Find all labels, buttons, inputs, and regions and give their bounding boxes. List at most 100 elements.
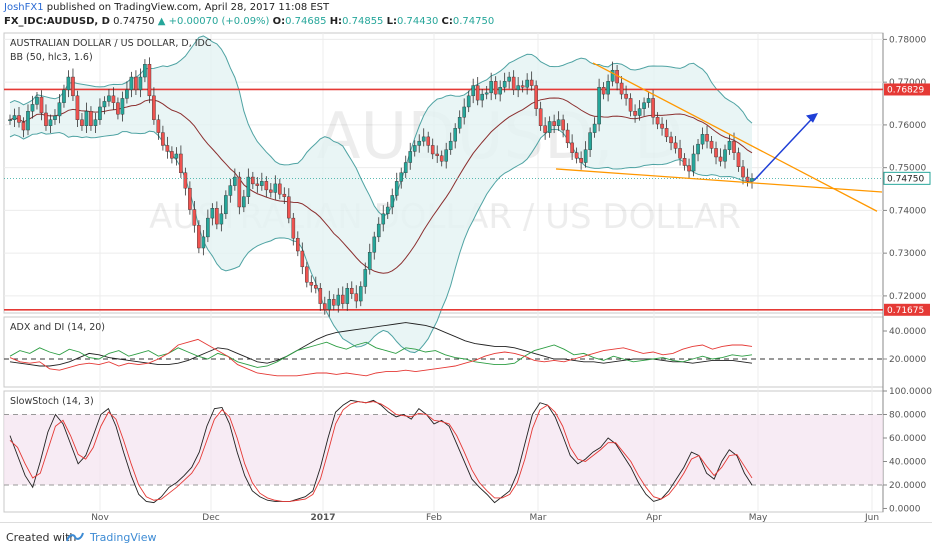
candle-body [120, 98, 125, 115]
stoch-y-tick-label: 0.0000 [889, 504, 921, 514]
level-tag-support [884, 303, 930, 316]
panel-frame [3, 316, 884, 388]
adx-series-line [9, 322, 753, 367]
stoch-band-fill [4, 414, 883, 485]
candle-body [156, 119, 161, 133]
author-link[interactable]: JoshFX1 [4, 2, 44, 13]
candle-body [210, 208, 215, 219]
candle-body [358, 286, 363, 302]
candle-body [417, 140, 422, 146]
candle-body [57, 102, 62, 117]
candle-body [269, 189, 273, 193]
candle-body [143, 64, 147, 78]
tradingview-brand-link[interactable]: TradingView [90, 531, 157, 544]
bb-indicator-label: BB (50, hlc3, 1.6) [10, 52, 93, 63]
candle-body [534, 85, 538, 109]
candle-body [624, 93, 628, 99]
candle-body [206, 217, 210, 238]
stoch-panel-title: SlowStoch (14, 3) [10, 396, 94, 407]
candle-body [628, 98, 633, 112]
last-price-tag [883, 171, 931, 185]
candle-body [152, 95, 156, 120]
stoch-series-line [9, 399, 753, 504]
level-tag-resistance [884, 83, 930, 96]
price-panel-title: AUSTRALIAN DOLLAR / US DOLLAR, D, IDC [10, 38, 212, 49]
upper-trendline [592, 62, 878, 212]
candle-body [242, 196, 246, 208]
candle-body [606, 81, 610, 95]
candle-body [255, 183, 260, 186]
candle-body [597, 87, 601, 125]
candle-body [260, 181, 264, 186]
adx-panel-title: ADX and DI (14, 20) [10, 322, 105, 333]
candle-body [66, 76, 71, 91]
last-price-tag-label: 0.74750 [887, 174, 924, 184]
stoch-y-tick-label: 60.0000 [889, 434, 926, 444]
candle-body [511, 76, 516, 91]
candle-body [525, 79, 529, 88]
candle-body [35, 96, 39, 105]
stoch-y-tick-label: 80.0000 [889, 410, 926, 420]
candle-body [619, 82, 624, 95]
candle-body [219, 213, 224, 225]
candle-body [633, 111, 637, 116]
candle-body [246, 176, 251, 197]
x-tick-label: Apr [646, 513, 662, 523]
candle-body [673, 142, 678, 149]
candle-body [363, 269, 368, 287]
candle-body [8, 119, 12, 121]
candle-body [592, 123, 597, 133]
candle-body [561, 119, 565, 131]
candle-body [282, 193, 287, 197]
candle-body [80, 119, 84, 126]
candle-body [62, 89, 66, 103]
candle-body [723, 149, 727, 162]
candle-body [116, 102, 120, 115]
y-tick-label: 0.74000 [889, 206, 926, 216]
lower-trendline [555, 168, 883, 193]
bollinger-lower [9, 128, 753, 354]
candle-body [421, 136, 426, 142]
x-tick-label: Dec [202, 513, 219, 523]
candle-body [111, 95, 116, 103]
candle-body [48, 119, 53, 126]
candle-body [520, 85, 525, 88]
x-tick-label: Nov [91, 513, 109, 523]
candle-body [435, 153, 440, 156]
stoch-y-tick-label: 100.0000 [889, 387, 932, 397]
candle-body [39, 96, 44, 114]
footer: Created with TradingView [0, 522, 932, 551]
candle-body [453, 128, 458, 142]
candle-body [273, 183, 278, 193]
candle-body [89, 111, 93, 126]
tradingview-logo-icon [66, 532, 84, 542]
candle-body [682, 158, 687, 166]
candle-body [336, 294, 341, 306]
chart-header: JoshFX1 published on TradingView.com, Ap… [0, 0, 932, 30]
candle-body [309, 282, 314, 286]
candle-body [444, 149, 449, 162]
candle-body [305, 266, 309, 283]
candle-body [741, 166, 745, 178]
candle-body [709, 140, 714, 149]
candle-body [651, 98, 655, 118]
candle-body [129, 76, 134, 91]
candle-body [457, 117, 462, 129]
candle-body [300, 250, 305, 268]
candle-body [646, 98, 651, 103]
candle-body [543, 125, 547, 133]
adx-y-tick-label: 20.0000 [889, 355, 926, 365]
candle-body [475, 85, 480, 101]
candle-body [75, 95, 80, 120]
candle-body [462, 106, 466, 118]
level-tag-label: 0.71675 [887, 306, 924, 316]
candle-body [714, 148, 718, 158]
candle-body [565, 129, 570, 144]
stoch-series-line [9, 401, 753, 502]
candle-body [556, 119, 561, 126]
candle-body [71, 76, 75, 97]
candle-body [165, 145, 170, 152]
candle-body [296, 237, 300, 252]
candle-body [700, 134, 705, 145]
